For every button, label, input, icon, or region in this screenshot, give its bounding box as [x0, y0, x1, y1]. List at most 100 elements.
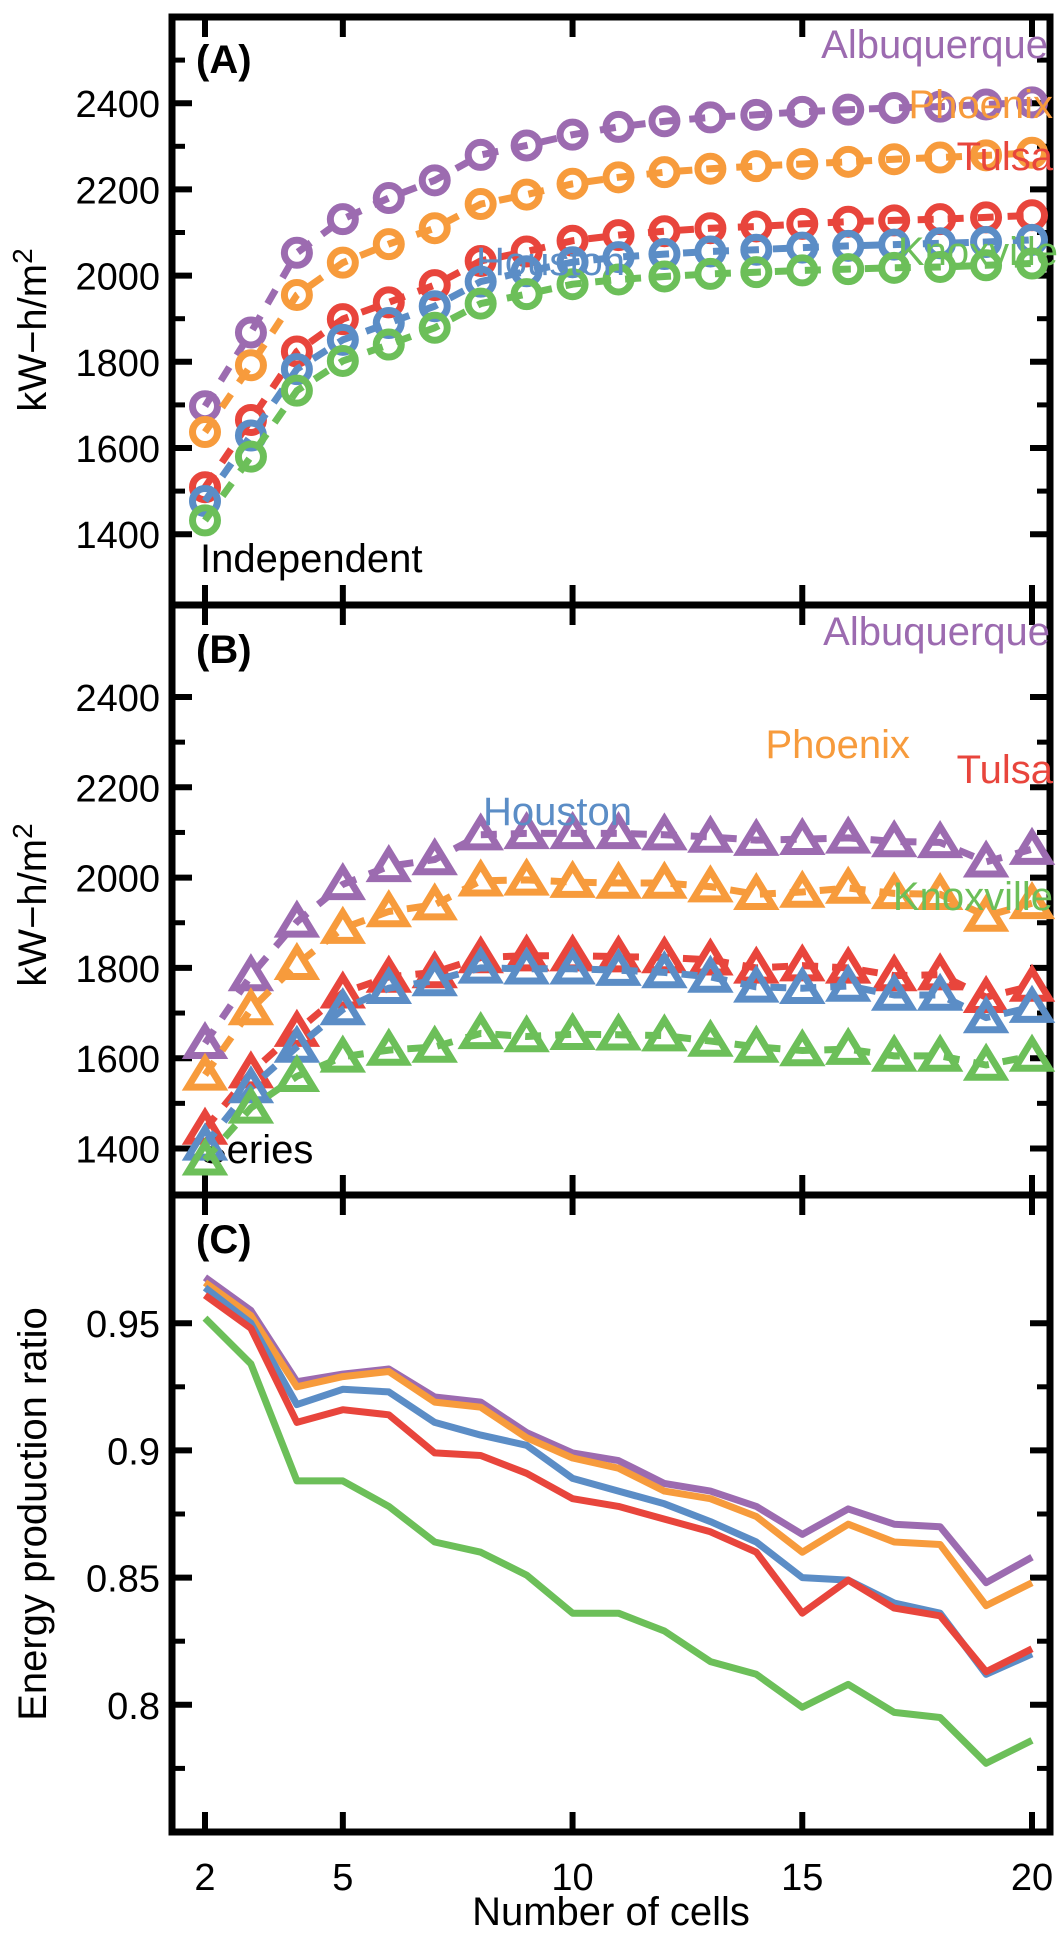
data-point-marker: [687, 1018, 734, 1057]
data-point-marker: [372, 286, 405, 319]
x-tick-label: 15: [781, 1857, 823, 1899]
data-point-marker: [418, 311, 451, 344]
data-point-marker: [962, 839, 1010, 878]
series-line: [202, 964, 1033, 1148]
y-tick-label: 1400: [75, 515, 160, 557]
series-tulsa: [202, 1292, 1034, 1676]
data-point-marker: [365, 843, 413, 883]
data-point-marker: [786, 147, 819, 180]
data-point-marker: [1008, 826, 1056, 865]
data-point-marker: [273, 1053, 321, 1092]
data-point-marker: [503, 1014, 550, 1053]
data-point-marker: [326, 303, 359, 336]
data-point-marker: [962, 995, 1010, 1034]
data-point-marker: [916, 1033, 964, 1072]
data-point-marker: [832, 145, 865, 178]
data-point-marker: [457, 1010, 504, 1050]
series-line: [202, 211, 1033, 490]
data-point-marker: [280, 374, 313, 407]
data-point-marker: [319, 987, 367, 1026]
data-point-marker: [786, 95, 819, 128]
panel-a: 1400 1600 1800 2000 2200 2400 (A) Independent…: [7, 13, 1058, 609]
data-point-marker: [970, 139, 1003, 172]
series-annotation-albuquerque: Albuquerque: [823, 610, 1050, 654]
data-point-marker: [641, 812, 688, 851]
data-point-marker: [824, 815, 872, 854]
series-knoxville: [189, 247, 1048, 537]
data-point-marker: [273, 941, 321, 980]
data-point-marker: [962, 1042, 1010, 1081]
data-point-marker: [503, 857, 550, 896]
panel-c-y-axis-title: Energy production ratio: [11, 1307, 55, 1721]
data-point-marker: [319, 1034, 367, 1073]
data-point-marker: [602, 110, 635, 143]
data-point-marker: [648, 260, 681, 293]
data-point-marker: [556, 118, 589, 151]
data-point-marker: [503, 810, 550, 850]
data-point-marker: [641, 860, 688, 899]
data-point-marker: [234, 440, 267, 473]
data-point-marker: [418, 269, 451, 302]
data-point-marker: [1016, 86, 1048, 119]
y-tick-label: 0.85: [86, 1559, 160, 1601]
data-point-marker: [832, 253, 865, 286]
x-tick-label: 10: [551, 1857, 593, 1899]
panel-a-annotations: Albuquerque Phoenix Tulsa Houston Knoxville: [476, 23, 1058, 284]
data-point-marker: [648, 105, 681, 138]
data-point-marker: [962, 974, 1010, 1013]
data-point-marker: [916, 952, 964, 991]
series-line: [202, 1292, 1034, 1676]
data-point-marker: [878, 143, 911, 176]
data-point-marker: [970, 88, 1003, 121]
series-albuquerque: [202, 1274, 1034, 1587]
panel-b-series-group: [181, 810, 1056, 1176]
panel-a-series-group: [189, 86, 1048, 537]
data-point-marker: [418, 164, 451, 197]
data-point-marker: [189, 416, 221, 449]
y-tick-label: 2200: [75, 768, 160, 810]
series-line: [202, 260, 1033, 523]
y-tick-label: 2400: [75, 678, 160, 720]
data-point-marker: [733, 817, 780, 856]
panel-c-ticks: [175, 1198, 1047, 1829]
data-point-marker: [372, 228, 405, 261]
series-line: [202, 1284, 1034, 1678]
data-point-marker: [280, 236, 313, 269]
data-point-marker: [694, 101, 727, 134]
data-point-marker: [602, 161, 635, 194]
data-point-marker: [733, 1024, 780, 1063]
data-point-marker: [1016, 247, 1048, 280]
data-point-marker: [733, 964, 780, 1003]
data-point-marker: [181, 1052, 229, 1091]
data-point-marker: [326, 246, 359, 279]
panel-b-y-axis-title-superscript: 2: [7, 823, 38, 839]
series-line: [202, 1029, 1033, 1163]
data-point-marker: [549, 946, 596, 985]
data-point-marker: [595, 1012, 642, 1051]
series-phoenix: [181, 857, 1056, 1091]
data-point-marker: [779, 816, 826, 855]
data-point-marker: [556, 167, 589, 200]
data-point-marker: [878, 91, 911, 124]
y-tick-label: 1400: [75, 1130, 160, 1172]
data-point-marker: [418, 212, 451, 245]
y-tick-label: 2200: [75, 170, 160, 212]
data-point-marker: [733, 871, 780, 910]
data-point-marker: [824, 963, 872, 1002]
panel-c-frame: [168, 1191, 1054, 1836]
series-albuquerque: [189, 86, 1048, 423]
y-tick-label: 1600: [75, 429, 160, 471]
series-annotation-tulsa: Tulsa: [957, 748, 1054, 792]
data-point-marker: [189, 485, 221, 518]
data-point-marker: [924, 250, 957, 283]
data-point-marker: [687, 864, 734, 903]
series-annotation-phoenix: Phoenix: [908, 83, 1053, 127]
panel-c-y-tick-labels: 0.8 0.85 0.9 0.95: [86, 1304, 160, 1728]
data-point-marker: [326, 344, 359, 377]
series-line: [202, 876, 1033, 1077]
series-houston: [202, 1284, 1034, 1678]
y-tick-label: 1800: [75, 343, 160, 385]
panel-a-y-axis-title-text: kW−h/m: [11, 264, 55, 412]
